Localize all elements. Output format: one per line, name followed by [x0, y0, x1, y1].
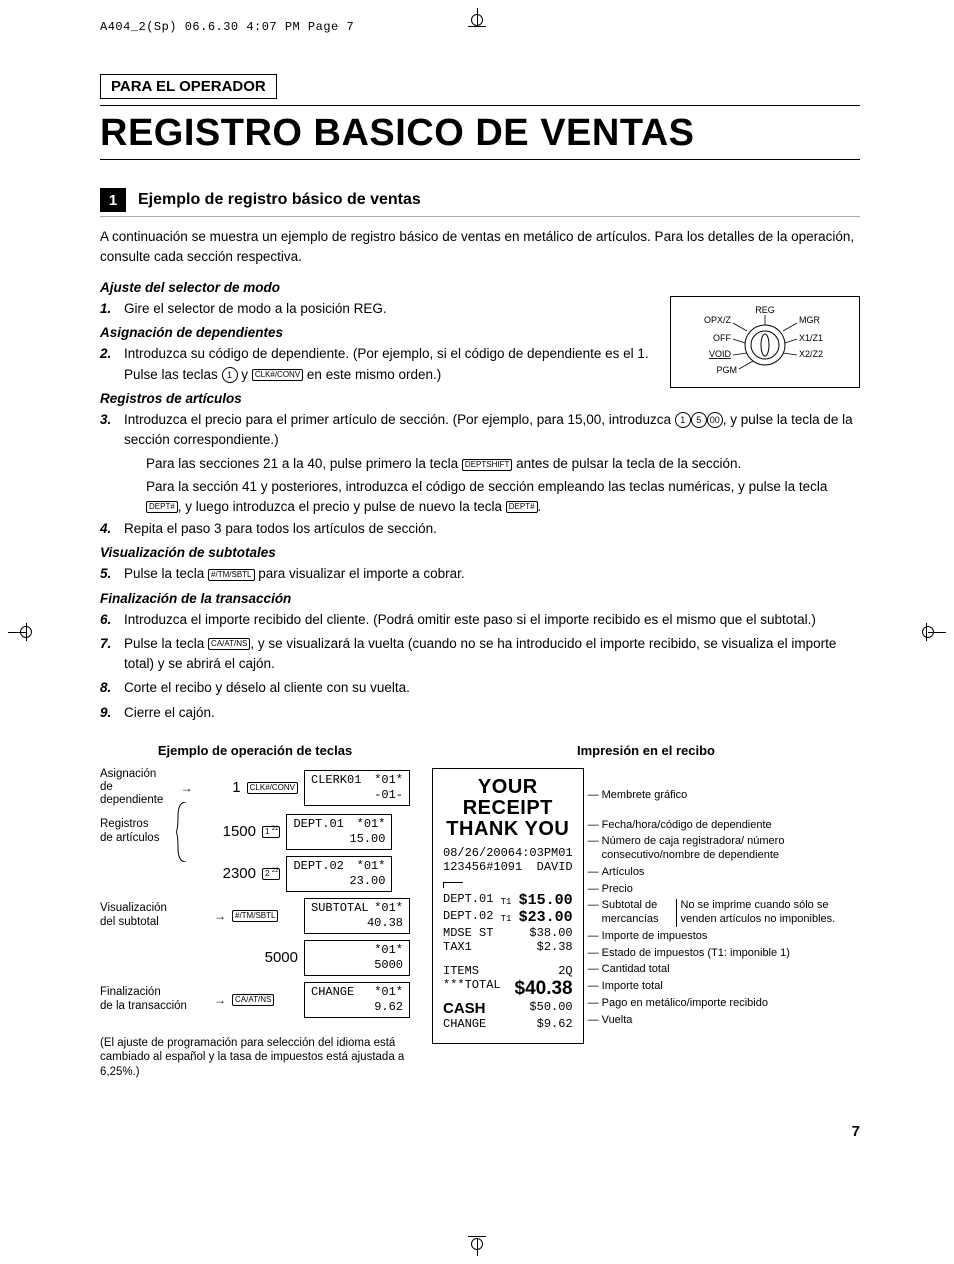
step-3-note-a: Para las secciones 21 a la 40, pulse pri…: [100, 454, 860, 474]
op-label-subtotal: Visualización del subtotal: [100, 902, 208, 928]
op-value: 2300: [214, 865, 256, 882]
key-clkconv-icon: CLK#/CONV: [252, 369, 303, 381]
receipt-head-2: THANK YOU: [443, 819, 573, 840]
step-8: 8.Corte el recibo y déselo al cliente co…: [100, 678, 860, 698]
step-2: 2. Introduzca su código de dependiente. …: [100, 344, 660, 385]
receipt-callouts: Membrete gráfico Fecha/hora/código de de…: [592, 768, 860, 1044]
receipt-head-1: YOUR RECEIPT: [443, 777, 573, 819]
svg-text:MGR: MGR: [799, 315, 820, 325]
step-3: 3. Introduzca el precio para el primer a…: [100, 410, 860, 451]
key-tmsbtl-icon: #/TM/SBTL: [232, 910, 278, 922]
subhead-items: Registros de artículos: [100, 391, 860, 406]
subhead-finish: Finalización de la transacción: [100, 591, 860, 606]
key-deptshift-icon: DEPTSHIFT: [462, 459, 512, 471]
key-tmsbtl-icon: #/TM/SBTL: [208, 569, 254, 581]
svg-text:OPX/Z: OPX/Z: [704, 315, 732, 325]
key-dept-icon: DEPT#: [506, 501, 538, 513]
step-4: 4.Repita el paso 3 para todos los artícu…: [100, 519, 860, 539]
key-dept2-icon: 222: [262, 868, 280, 880]
display-box: CLERK01*01* -01-: [304, 770, 410, 806]
main-title: REGISTRO BASICO DE VENTAS: [100, 112, 860, 155]
receipt: YOUR RECEIPT THANK YOU 08/26/20064:03PM0…: [432, 768, 584, 1044]
slugline: A404_2(Sp) 06.6.30 4:07 PM Page 7: [100, 20, 860, 34]
op-value: 1500: [214, 823, 256, 840]
op-value: 1: [199, 779, 241, 796]
step-3-note-b: Para la sección 41 y posteriores, introd…: [100, 477, 860, 518]
key-5-icon: 5: [691, 412, 707, 428]
key-caatns-icon: CA/AT/NS: [208, 638, 250, 650]
step-9: 9.Cierre el cajón.: [100, 703, 860, 723]
display-box: DEPT.02*01* 23.00: [286, 856, 392, 892]
svg-text:X1/Z1: X1/Z1: [799, 333, 823, 343]
key-00-icon: 00: [707, 412, 723, 428]
key-1-icon: 1: [675, 412, 691, 428]
key-1-icon: 1: [222, 367, 238, 383]
subhead-subtotal: Visualización de subtotales: [100, 545, 860, 560]
display-box: CHANGE*01* 9.62: [304, 982, 410, 1018]
op-value: 5000: [206, 949, 298, 966]
op-label-items: Registros de artículos: [100, 818, 208, 844]
right-column-head: Impresión en el recibo: [432, 743, 860, 758]
step-6: 6.Introduzca el importe recibido del cli…: [100, 610, 860, 630]
page-number: 7: [852, 1123, 860, 1140]
svg-text:VOID: VOID: [709, 349, 732, 359]
display-box: DEPT.01*01* 15.00: [286, 814, 392, 850]
mode-selector-diagram: REG OPX/Z MGR OFF X1/Z1 VOID X2/Z2 PGM: [670, 296, 860, 388]
display-box: SUBTOTAL*01* 40.38: [304, 898, 410, 934]
intro-text: A continuación se muestra un ejemplo de …: [100, 227, 860, 266]
section-number: 1: [100, 188, 126, 212]
section-title: Ejemplo de registro básico de ventas: [138, 191, 421, 209]
left-column-head: Ejemplo de operación de teclas: [100, 743, 410, 758]
svg-text:OFF: OFF: [713, 333, 731, 343]
arrow-icon: →: [181, 781, 193, 795]
operator-label: PARA EL OPERADOR: [100, 74, 277, 99]
key-caatns-icon: CA/AT/NS: [232, 994, 274, 1006]
arrow-icon: →: [214, 993, 226, 1007]
key-dept1-icon: 121: [262, 826, 280, 838]
svg-text:X2/Z2: X2/Z2: [799, 349, 823, 359]
step-5: 5. Pulse la tecla #/TM/SBTL para visuali…: [100, 564, 860, 584]
svg-text:PGM: PGM: [716, 365, 737, 375]
key-dept-icon: DEPT#: [146, 501, 178, 513]
op-label-finish: Finalización de la transacción: [100, 986, 208, 1012]
step-7: 7. Pulse la tecla CA/AT/NS, y se visuali…: [100, 634, 860, 675]
svg-text:REG: REG: [755, 305, 775, 315]
op-label-clerk: Asignación de dependiente: [100, 768, 175, 808]
arrow-icon: →: [214, 909, 226, 923]
display-box: *01* 5000: [304, 940, 410, 976]
subhead-mode: Ajuste del selector de modo: [100, 280, 860, 295]
footnote: (El ajuste de programación para selecció…: [100, 1036, 410, 1081]
key-clkconv-icon: CLK#/CONV: [247, 782, 298, 794]
